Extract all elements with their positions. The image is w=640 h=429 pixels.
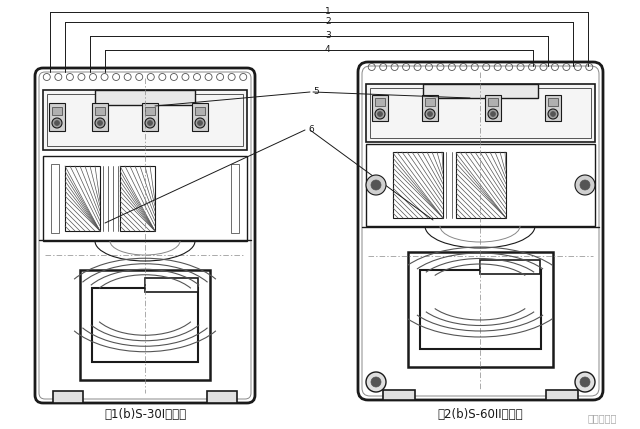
Text: 互感器技术: 互感器技术 bbox=[588, 413, 617, 423]
Circle shape bbox=[366, 175, 386, 195]
Bar bbox=[408, 252, 553, 367]
FancyBboxPatch shape bbox=[35, 68, 255, 403]
Bar bbox=[92, 103, 108, 131]
Circle shape bbox=[378, 112, 383, 117]
Circle shape bbox=[371, 377, 381, 387]
Circle shape bbox=[575, 372, 595, 392]
Circle shape bbox=[548, 109, 558, 119]
Bar bbox=[422, 95, 438, 121]
Circle shape bbox=[428, 112, 433, 117]
Circle shape bbox=[488, 109, 498, 119]
Circle shape bbox=[147, 121, 152, 126]
Circle shape bbox=[575, 175, 595, 195]
Circle shape bbox=[52, 118, 62, 128]
Circle shape bbox=[490, 112, 495, 117]
Circle shape bbox=[145, 118, 155, 128]
Bar bbox=[425, 98, 435, 106]
Text: 6: 6 bbox=[308, 126, 314, 135]
Circle shape bbox=[195, 118, 205, 128]
Circle shape bbox=[198, 121, 202, 126]
Circle shape bbox=[95, 118, 105, 128]
Bar bbox=[120, 166, 155, 231]
Bar bbox=[47, 94, 243, 146]
Bar bbox=[231, 164, 239, 233]
Text: 2: 2 bbox=[325, 18, 331, 27]
Bar bbox=[366, 144, 595, 226]
Bar bbox=[456, 152, 506, 218]
Circle shape bbox=[550, 112, 556, 117]
Text: 图2(b)S-60II剖面图: 图2(b)S-60II剖面图 bbox=[437, 408, 523, 422]
Bar bbox=[52, 107, 62, 115]
Bar bbox=[145, 107, 155, 115]
Bar bbox=[192, 103, 208, 131]
Bar bbox=[383, 390, 415, 400]
Bar bbox=[548, 98, 558, 106]
Bar bbox=[207, 391, 237, 403]
Bar bbox=[65, 166, 100, 231]
Bar bbox=[480, 260, 540, 274]
Circle shape bbox=[580, 377, 590, 387]
Text: 1: 1 bbox=[325, 7, 331, 16]
Circle shape bbox=[366, 372, 386, 392]
Text: 图1(b)S-30I剖面图: 图1(b)S-30I剖面图 bbox=[104, 408, 186, 422]
Bar bbox=[485, 95, 501, 121]
Bar bbox=[80, 270, 210, 380]
Bar bbox=[423, 84, 538, 98]
Bar bbox=[545, 95, 561, 121]
Bar bbox=[375, 98, 385, 106]
Circle shape bbox=[97, 121, 102, 126]
Bar bbox=[53, 391, 83, 403]
Bar bbox=[43, 156, 247, 241]
Bar bbox=[95, 90, 195, 105]
Bar bbox=[145, 278, 198, 292]
Bar bbox=[142, 103, 158, 131]
Bar bbox=[488, 98, 498, 106]
Bar bbox=[393, 152, 443, 218]
Circle shape bbox=[425, 109, 435, 119]
Text: 4: 4 bbox=[325, 45, 331, 54]
Circle shape bbox=[375, 109, 385, 119]
Bar bbox=[51, 164, 59, 233]
Bar bbox=[370, 88, 591, 138]
Text: 5: 5 bbox=[313, 88, 319, 97]
Bar bbox=[546, 390, 578, 400]
FancyBboxPatch shape bbox=[358, 62, 603, 400]
Circle shape bbox=[54, 121, 60, 126]
Bar bbox=[372, 95, 388, 121]
Bar bbox=[420, 270, 541, 349]
Bar bbox=[366, 84, 595, 142]
Bar bbox=[92, 288, 198, 362]
Text: 3: 3 bbox=[325, 31, 331, 40]
Circle shape bbox=[580, 180, 590, 190]
Circle shape bbox=[371, 180, 381, 190]
Bar bbox=[195, 107, 205, 115]
Bar bbox=[43, 90, 247, 150]
Bar bbox=[95, 107, 105, 115]
Bar bbox=[49, 103, 65, 131]
